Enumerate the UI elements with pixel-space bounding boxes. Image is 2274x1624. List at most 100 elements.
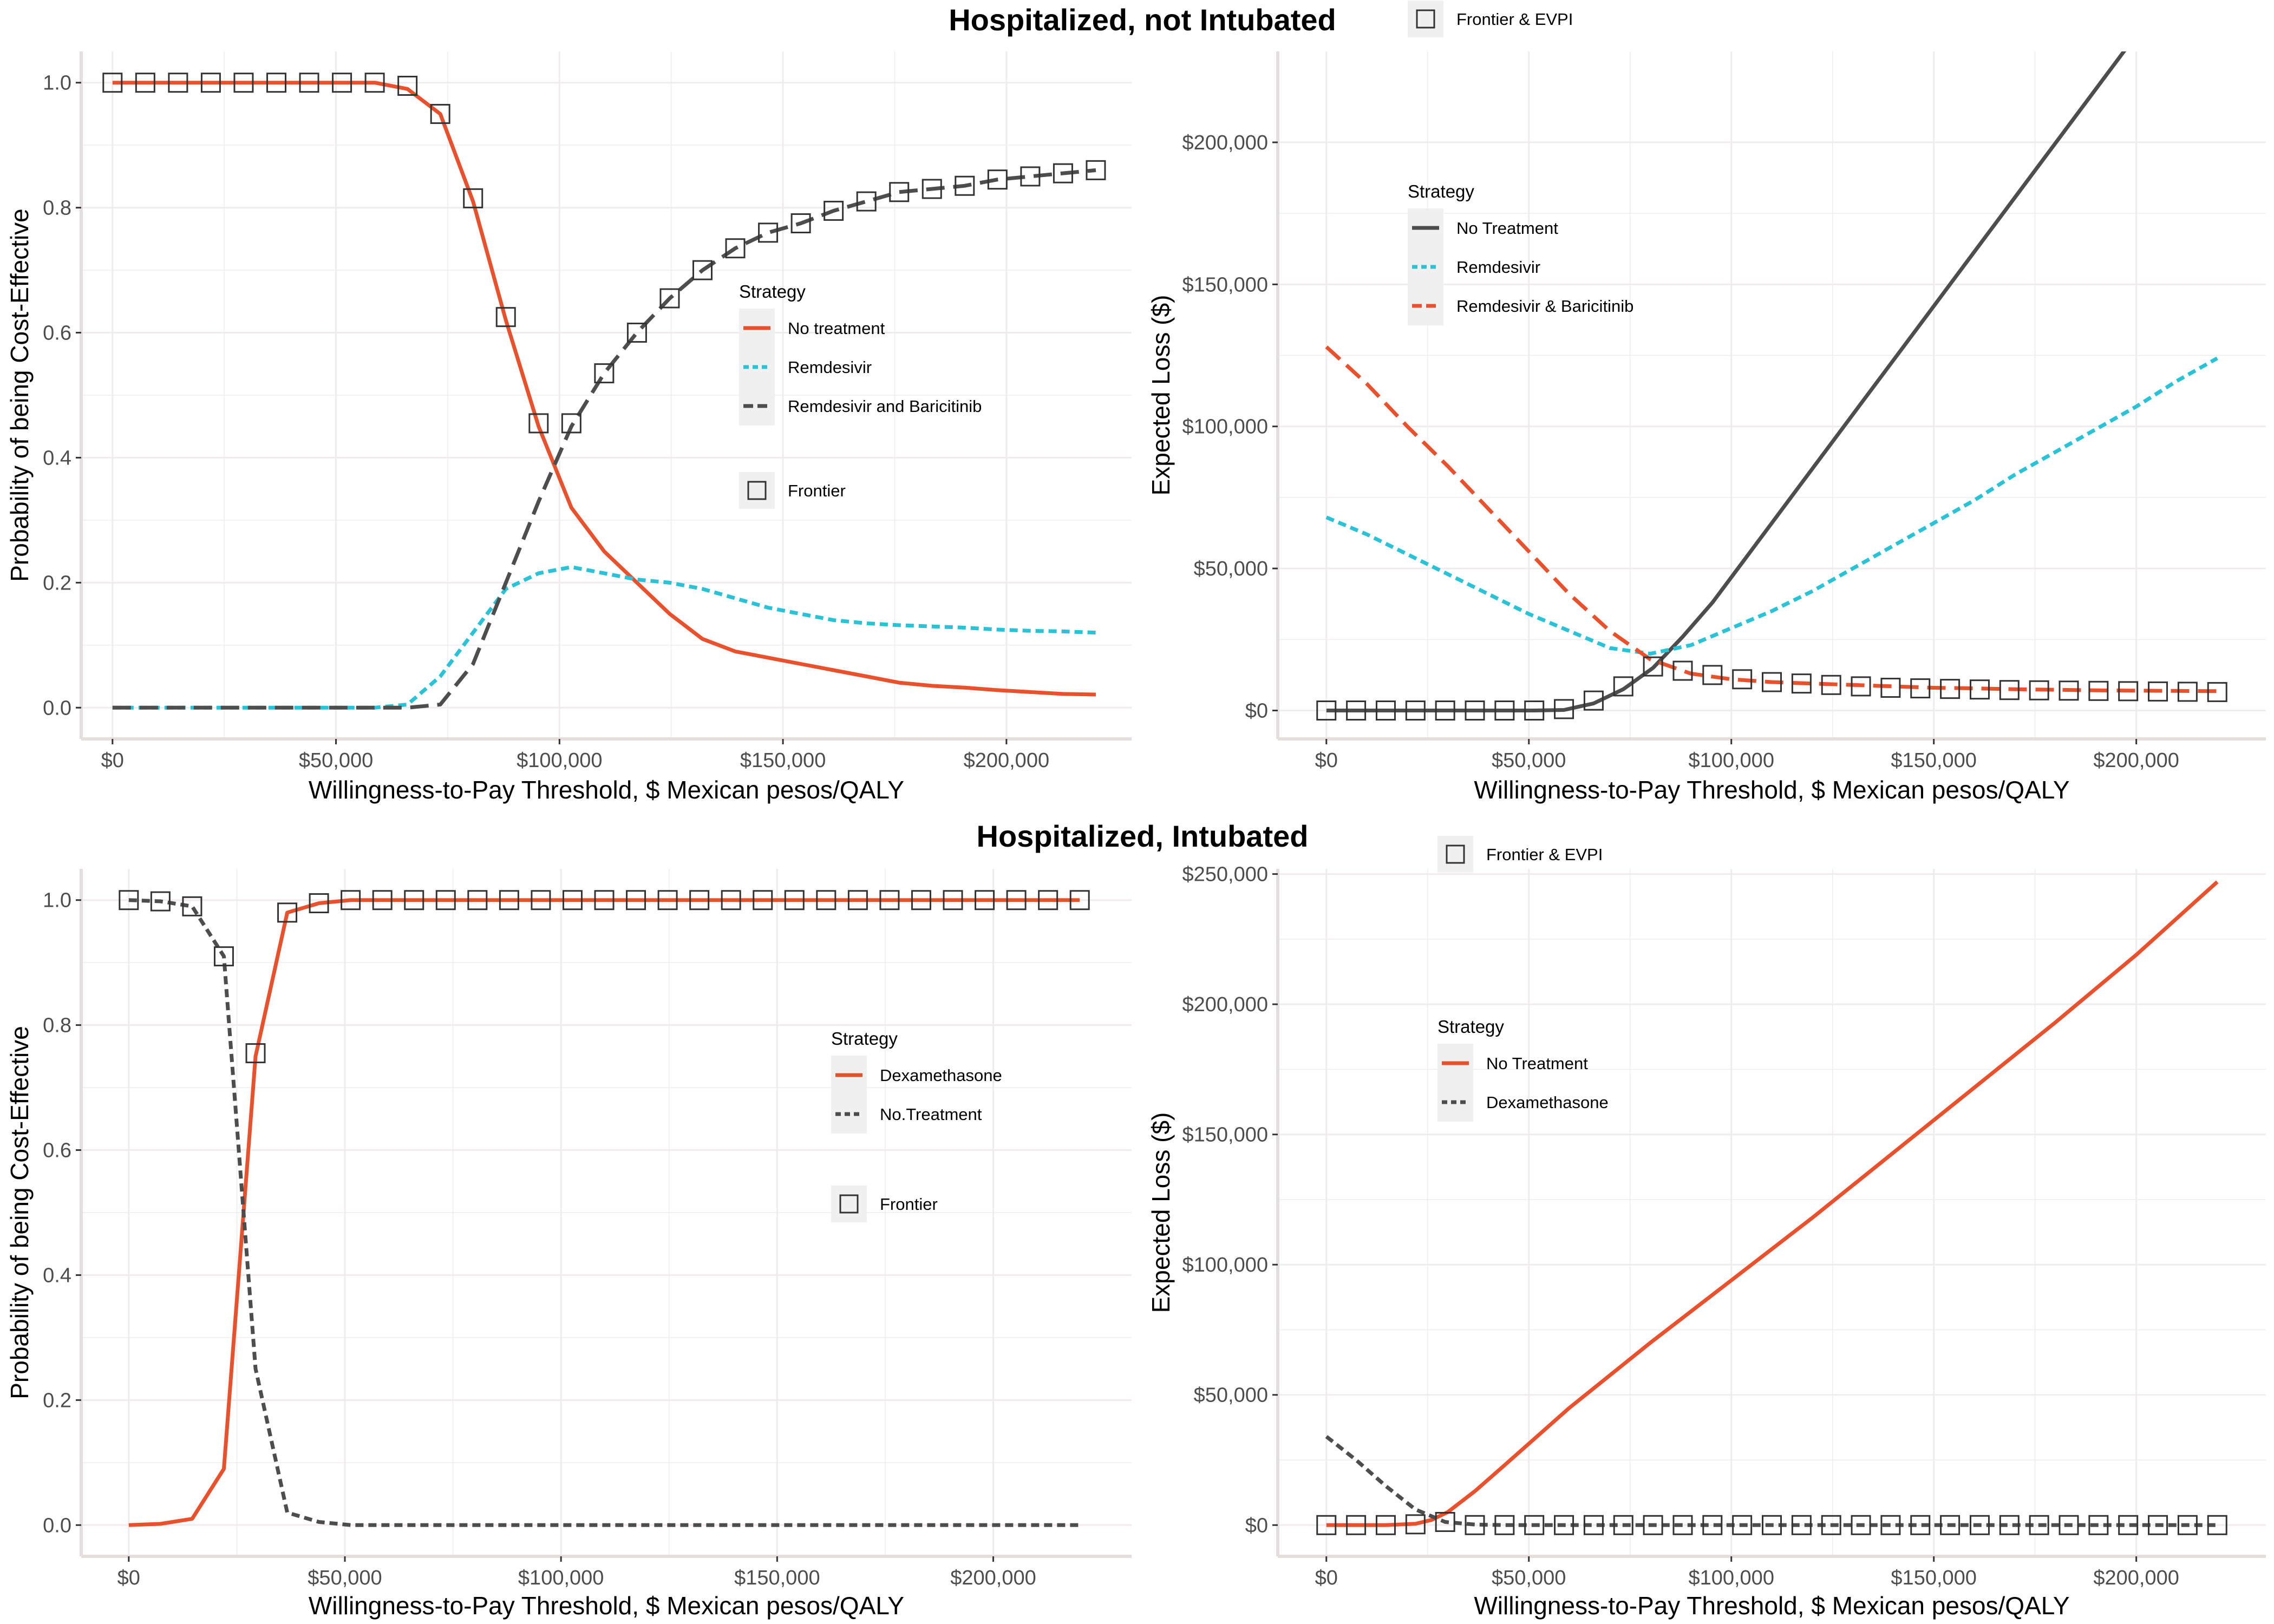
x-tick-label: $150,000 (1891, 1567, 1977, 1589)
frontier-marker (1346, 1515, 1367, 1535)
x-tick-label: $0 (117, 1567, 140, 1589)
legend-frontier-marker (1446, 844, 1465, 864)
frontier-marker (594, 890, 615, 911)
y-tick-label: $150,000 (1182, 273, 1269, 296)
frontier-marker (879, 890, 900, 911)
frontier-marker (911, 890, 931, 911)
frontier-markers (119, 890, 1090, 1064)
x-axis-title: Willingness-to-Pay Threshold, $ Mexican … (1474, 776, 2069, 804)
frontier-marker (531, 890, 551, 911)
y-tick-label: $0 (1245, 1514, 1268, 1537)
series-line-dexamethasone (1325, 1435, 2218, 1527)
frontier-marker (2088, 1515, 2109, 1535)
frontier-marker (1465, 700, 1485, 721)
x-tick-label: $200,000 (964, 749, 1050, 772)
frontier-marker (1910, 1515, 1931, 1535)
y-tick-label: 0.4 (43, 447, 71, 469)
frontier-marker (1316, 700, 1337, 721)
frontier-marker (1069, 890, 1090, 911)
frontier-marker (1583, 1515, 1604, 1535)
y-tick-label: $50,000 (1194, 1384, 1268, 1407)
series-line-no-treatment (112, 81, 1096, 697)
frontier-marker (1494, 1515, 1515, 1535)
frontier-marker (1880, 1515, 1901, 1535)
legend-frontier-marker (1416, 9, 1435, 29)
legend-key-bg (831, 1186, 867, 1222)
frontier-marker (1613, 676, 1633, 697)
section-title-bottom: Hospitalized, Intubated (977, 819, 1309, 853)
frontier-marker (1851, 1515, 1871, 1535)
plot-marks (1316, 51, 2227, 721)
frontier-marker (168, 73, 188, 93)
y-tick-label: 1.0 (43, 72, 71, 95)
frontier-marker (364, 73, 385, 93)
frontier-marker (1999, 1515, 2020, 1535)
y-tick-label: 1.0 (43, 889, 71, 912)
x-tick-label: $50,000 (1492, 749, 1566, 772)
frontier-marker (753, 890, 773, 911)
legend-label: Dexamethasone (1486, 1093, 1609, 1112)
frontier-marker (721, 890, 741, 911)
frontier-marker (1405, 1514, 1426, 1535)
frontier-marker (626, 890, 646, 911)
frontier-marker (1375, 1515, 1396, 1535)
x-axis-title: Willingness-to-Pay Threshold, $ Mexican … (1474, 1592, 2069, 1620)
frontier-marker (463, 188, 483, 208)
legend-frontier-label: Frontier & EVPI (1456, 10, 1573, 29)
frontier-marker (955, 175, 975, 196)
frontier-marker (1940, 1515, 1961, 1535)
frontier-marker (277, 902, 298, 923)
frontier-marker (1910, 678, 1931, 699)
frontier-marker (182, 896, 202, 916)
chart-panel-p2: $0 $50,000 $100,000 $150,000 $200,000 $0 $50,0… (1147, 1, 2266, 804)
frontier-marker (1880, 678, 1901, 698)
legend-title: Strategy (831, 1029, 898, 1049)
series-line-no-treatment (1326, 51, 2127, 712)
frontier-marker (2148, 681, 2168, 702)
y-tick-label: 0.2 (43, 572, 71, 594)
x-axis-title: Willingness-to-Pay Threshold, $ Mexican … (309, 1592, 904, 1620)
x-tick-label: $200,000 (2093, 1567, 2179, 1589)
frontier-marker (1851, 676, 1871, 697)
frontier-marker (561, 413, 581, 434)
y-axis-title: Expected Loss ($) (1147, 295, 1175, 496)
frontier-marker (657, 890, 678, 911)
y-tick-label: 0.6 (43, 1140, 71, 1162)
frontier-marker (2059, 680, 2079, 701)
y-tick-label: $100,000 (1182, 1254, 1269, 1276)
frontier-marker (594, 363, 615, 384)
gridlines (1278, 869, 2266, 1556)
y-tick-label: 0.6 (43, 322, 71, 345)
legend-frontier-label: Frontier (788, 481, 846, 500)
frontier-marker (1375, 700, 1396, 721)
series-line-remdesivir (1325, 356, 2218, 656)
y-tick-label: 0.4 (43, 1264, 71, 1287)
frontier-marker (499, 890, 519, 911)
frontier-marker (626, 323, 647, 343)
frontier-marker (266, 73, 286, 93)
legend-keys-bg (831, 1056, 867, 1134)
frontier-marker (309, 893, 329, 913)
chart-panel-p1: $0 $50,000 $100,000 $150,000 $200,000 0.0 0.2 0… (5, 51, 1132, 804)
series-line-remdesivir-baricitinib (1325, 345, 2218, 693)
frontier-marker (784, 890, 805, 911)
frontier-marker (200, 73, 221, 93)
frontier-marker (987, 169, 1008, 190)
frontier-marker (790, 213, 811, 233)
frontier-marker (2029, 680, 2049, 700)
frontier-marker (1435, 1512, 1455, 1532)
frontier-marker (816, 890, 837, 911)
legend-title: Strategy (1437, 1017, 1504, 1037)
frontier-marker (1791, 673, 1812, 694)
x-tick-label: $50,000 (308, 1567, 382, 1589)
frontier-marker (1020, 166, 1041, 187)
chart-panels: $0 $50,000 $100,000 $150,000 $200,000 0.0 0.2 0… (5, 1, 2266, 1620)
series-line-no-treatment (128, 898, 1080, 1527)
y-tick-label: $150,000 (1182, 1124, 1269, 1147)
legend-label: No treatment (788, 319, 885, 338)
frontier-marker (299, 73, 319, 93)
frontier-marker (1053, 163, 1073, 184)
frontier-marker (245, 1043, 266, 1064)
legend-keys-bg (1437, 1044, 1473, 1122)
y-tick-label: 0.2 (43, 1389, 71, 1412)
